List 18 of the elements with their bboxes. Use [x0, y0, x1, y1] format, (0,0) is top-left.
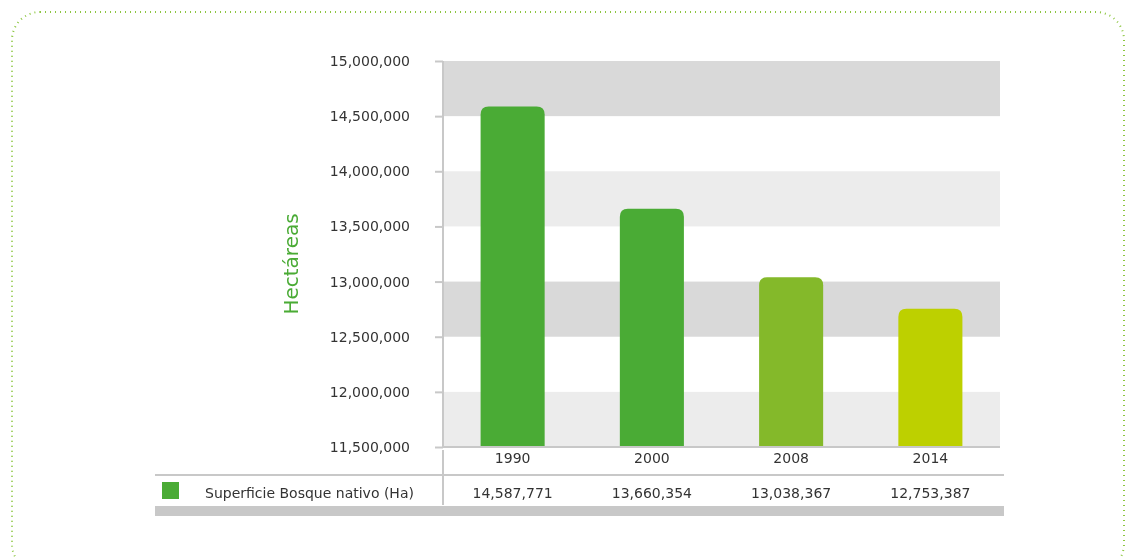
- y-tick-label: 14,000,000: [329, 163, 410, 180]
- x-tick-label: 2008: [773, 449, 809, 466]
- y-tick-label: 13,500,000: [329, 218, 410, 235]
- x-tick-label: 1990: [494, 449, 531, 466]
- x-tick-label: 2014: [912, 449, 949, 466]
- legend-label: Superficie Bosque nativo (Ha): [205, 485, 414, 501]
- data-label: 13,660,354: [611, 485, 693, 501]
- y-tick-label: 12,500,000: [329, 328, 410, 345]
- data-label: 13,038,367: [751, 485, 832, 501]
- data-label: 14,587,771: [472, 485, 553, 501]
- y-tick-label: 14,500,000: [329, 108, 410, 125]
- x-tick-label: 2000: [634, 449, 670, 466]
- y-tick-label: 13,000,000: [329, 273, 410, 290]
- y-tick-label: 12,000,000: [329, 383, 410, 400]
- y-axis-title: Hectáreas: [279, 213, 303, 315]
- y-tick-label: 15,000,000: [329, 52, 410, 69]
- y-tick-label: 11,500,000: [329, 438, 410, 455]
- data-label: 12,753,387: [890, 485, 971, 501]
